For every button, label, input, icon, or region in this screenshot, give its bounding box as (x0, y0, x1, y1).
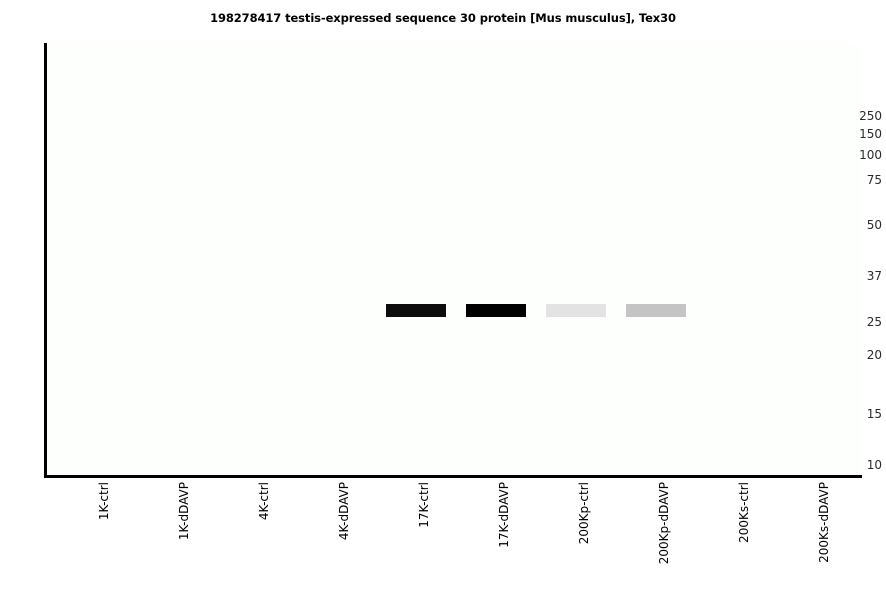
x-tick-label: 4K-ctrl (257, 482, 271, 521)
y-tick-label: 10 (866, 458, 882, 472)
band-17K-ctrl (386, 304, 446, 317)
x-tick-label: 4K-dDAVP (337, 482, 351, 541)
band-17K-dDAVP (466, 304, 526, 317)
x-tick-label: 1K-ctrl (97, 482, 111, 521)
x-tick-label: 1K-dDAVP (177, 482, 191, 541)
x-tick-label: 17K-dDAVP (497, 482, 511, 548)
x-tick-label: 200Ks-dDAVP (817, 482, 831, 563)
y-tick-label: 250 (859, 109, 882, 123)
y-tick-label: 50 (866, 218, 882, 232)
y-tick-label: 15 (866, 407, 882, 421)
y-tick-label: 75 (866, 173, 882, 187)
band-200Kp-dDAVP (626, 304, 686, 317)
y-tick-label: 37 (866, 269, 882, 283)
y-tick-label: 150 (859, 127, 882, 141)
x-axis-line (44, 475, 862, 478)
x-tick-label: 200Ks-ctrl (737, 482, 751, 543)
y-tick-label: 25 (866, 315, 882, 329)
y-tick-label: 100 (859, 148, 882, 162)
plot-panel (47, 44, 862, 477)
page-title: 198278417 testis-expressed sequence 30 p… (210, 11, 676, 25)
band-200Kp-ctrl (546, 304, 606, 317)
x-tick-label: 200Kp-dDAVP (657, 482, 671, 565)
y-axis-line (44, 43, 47, 478)
x-tick-label: 17K-ctrl (417, 482, 431, 528)
y-tick-label: 20 (866, 348, 882, 362)
x-tick-label: 200Kp-ctrl (577, 482, 591, 545)
